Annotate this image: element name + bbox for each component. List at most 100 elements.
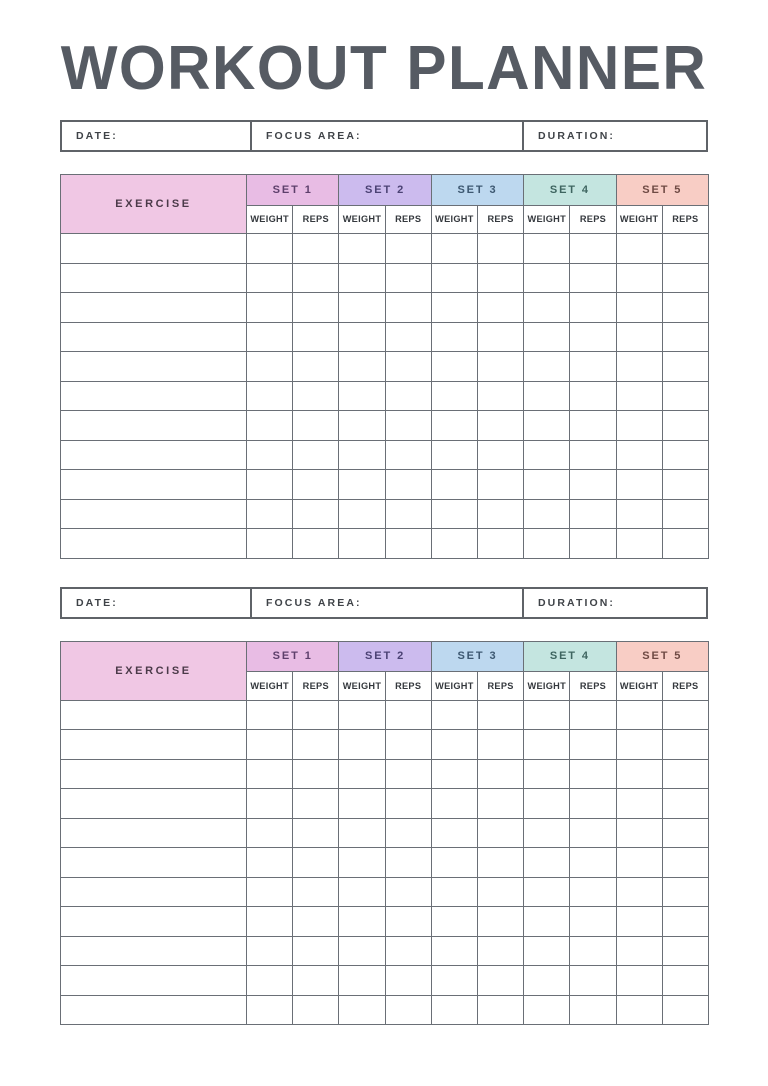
weight-cell[interactable] [523, 847, 571, 878]
weight-cell[interactable] [430, 351, 478, 382]
weight-cell[interactable] [338, 935, 386, 966]
reps-cell[interactable] [661, 380, 709, 411]
reps-cell[interactable] [569, 906, 617, 937]
reps-cell[interactable] [661, 410, 709, 441]
reps-cell[interactable] [569, 965, 617, 996]
date-field-1[interactable]: DATE: [62, 122, 250, 150]
reps-cell[interactable] [476, 699, 525, 730]
exercise-cell[interactable] [60, 439, 247, 470]
reps-cell[interactable] [476, 935, 525, 966]
reps-cell[interactable] [292, 262, 340, 293]
reps-cell[interactable] [384, 380, 432, 411]
reps-cell[interactable] [569, 758, 617, 789]
exercise-cell[interactable] [60, 233, 247, 264]
reps-cell[interactable] [384, 994, 432, 1025]
duration-field-2[interactable]: DURATION: [522, 588, 706, 617]
weight-cell[interactable] [523, 498, 571, 529]
weight-cell[interactable] [338, 410, 386, 441]
reps-cell[interactable] [661, 469, 709, 500]
reps-cell[interactable] [384, 439, 432, 470]
exercise-cell[interactable] [60, 758, 247, 789]
reps-cell[interactable] [476, 351, 525, 382]
exercise-cell[interactable] [60, 380, 247, 411]
reps-cell[interactable] [476, 410, 525, 441]
reps-cell[interactable] [292, 817, 340, 848]
weight-cell[interactable] [615, 262, 663, 293]
weight-cell[interactable] [338, 699, 386, 730]
weight-cell[interactable] [430, 292, 478, 323]
focus-area-field-1[interactable]: FOCUS AREA: [250, 122, 522, 150]
reps-cell[interactable] [476, 233, 525, 264]
reps-cell[interactable] [661, 233, 709, 264]
weight-cell[interactable] [615, 233, 663, 264]
weight-cell[interactable] [338, 233, 386, 264]
reps-cell[interactable] [476, 439, 525, 470]
reps-cell[interactable] [476, 906, 525, 937]
reps-cell[interactable] [569, 935, 617, 966]
reps-cell[interactable] [292, 410, 340, 441]
weight-cell[interactable] [245, 965, 294, 996]
weight-cell[interactable] [338, 906, 386, 937]
reps-cell[interactable] [292, 699, 340, 730]
weight-cell[interactable] [523, 729, 571, 760]
weight-cell[interactable] [615, 410, 663, 441]
weight-cell[interactable] [523, 380, 571, 411]
exercise-cell[interactable] [60, 351, 247, 382]
weight-cell[interactable] [338, 817, 386, 848]
reps-cell[interactable] [384, 262, 432, 293]
weight-cell[interactable] [245, 292, 294, 323]
reps-cell[interactable] [384, 906, 432, 937]
reps-cell[interactable] [384, 351, 432, 382]
reps-cell[interactable] [569, 994, 617, 1025]
reps-cell[interactable] [569, 439, 617, 470]
reps-cell[interactable] [661, 439, 709, 470]
reps-cell[interactable] [569, 469, 617, 500]
weight-cell[interactable] [615, 528, 663, 559]
reps-cell[interactable] [476, 321, 525, 352]
reps-cell[interactable] [384, 528, 432, 559]
weight-cell[interactable] [615, 965, 663, 996]
reps-cell[interactable] [292, 847, 340, 878]
exercise-cell[interactable] [60, 729, 247, 760]
weight-cell[interactable] [245, 262, 294, 293]
reps-cell[interactable] [569, 410, 617, 441]
weight-cell[interactable] [430, 262, 478, 293]
weight-cell[interactable] [523, 292, 571, 323]
weight-cell[interactable] [615, 906, 663, 937]
weight-cell[interactable] [523, 469, 571, 500]
weight-cell[interactable] [430, 876, 478, 907]
reps-cell[interactable] [292, 321, 340, 352]
reps-cell[interactable] [661, 965, 709, 996]
weight-cell[interactable] [523, 528, 571, 559]
reps-cell[interactable] [384, 292, 432, 323]
weight-cell[interactable] [523, 994, 571, 1025]
weight-cell[interactable] [245, 994, 294, 1025]
reps-cell[interactable] [384, 817, 432, 848]
reps-cell[interactable] [569, 847, 617, 878]
reps-cell[interactable] [661, 847, 709, 878]
reps-cell[interactable] [384, 321, 432, 352]
weight-cell[interactable] [245, 758, 294, 789]
weight-cell[interactable] [338, 876, 386, 907]
weight-cell[interactable] [245, 729, 294, 760]
reps-cell[interactable] [292, 469, 340, 500]
reps-cell[interactable] [476, 292, 525, 323]
weight-cell[interactable] [430, 788, 478, 819]
reps-cell[interactable] [384, 233, 432, 264]
weight-cell[interactable] [245, 876, 294, 907]
reps-cell[interactable] [476, 847, 525, 878]
reps-cell[interactable] [476, 758, 525, 789]
weight-cell[interactable] [615, 935, 663, 966]
weight-cell[interactable] [615, 847, 663, 878]
reps-cell[interactable] [569, 528, 617, 559]
focus-area-field-2[interactable]: FOCUS AREA: [250, 588, 522, 617]
weight-cell[interactable] [615, 439, 663, 470]
reps-cell[interactable] [661, 729, 709, 760]
reps-cell[interactable] [476, 994, 525, 1025]
reps-cell[interactable] [292, 292, 340, 323]
weight-cell[interactable] [615, 876, 663, 907]
weight-cell[interactable] [245, 469, 294, 500]
weight-cell[interactable] [338, 729, 386, 760]
weight-cell[interactable] [245, 788, 294, 819]
reps-cell[interactable] [569, 292, 617, 323]
